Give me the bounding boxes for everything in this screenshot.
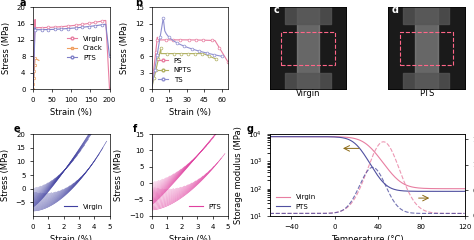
Y-axis label: Stress (MPa): Stress (MPa) (2, 22, 11, 74)
X-axis label: Temperature (°C): Temperature (°C) (331, 235, 403, 240)
X-axis label: Strain (%): Strain (%) (50, 108, 92, 117)
Text: f: f (132, 125, 137, 134)
Bar (400, 32, 453, 65)
Text: d: d (392, 5, 399, 15)
X-axis label: Strain (%): Strain (%) (169, 108, 210, 117)
Text: a: a (19, 0, 26, 8)
Text: g: g (246, 125, 254, 134)
Legend: Virgin, Crack, PTS: Virgin, Crack, PTS (64, 33, 106, 63)
Legend: PS, NPTS, TS: PS, NPTS, TS (155, 55, 194, 86)
Y-axis label: Stress (MPa): Stress (MPa) (114, 149, 123, 201)
Y-axis label: Stress (MPa): Stress (MPa) (1, 149, 10, 201)
Y-axis label: Stress (MPa): Stress (MPa) (120, 22, 129, 74)
Legend: Virgin, PTS: Virgin, PTS (273, 192, 319, 213)
Text: b: b (135, 0, 142, 8)
Text: PTS: PTS (419, 89, 434, 98)
Legend: PTS: PTS (187, 201, 224, 213)
Bar (281, 32, 335, 65)
Legend: Virgin: Virgin (61, 201, 106, 213)
X-axis label: Strain (%): Strain (%) (169, 235, 210, 240)
Text: e: e (14, 125, 21, 134)
Text: Virgin: Virgin (296, 89, 320, 98)
Y-axis label: Storage modulus (MPa): Storage modulus (MPa) (234, 126, 243, 224)
Text: c: c (273, 5, 279, 15)
X-axis label: Strain (%): Strain (%) (50, 235, 92, 240)
